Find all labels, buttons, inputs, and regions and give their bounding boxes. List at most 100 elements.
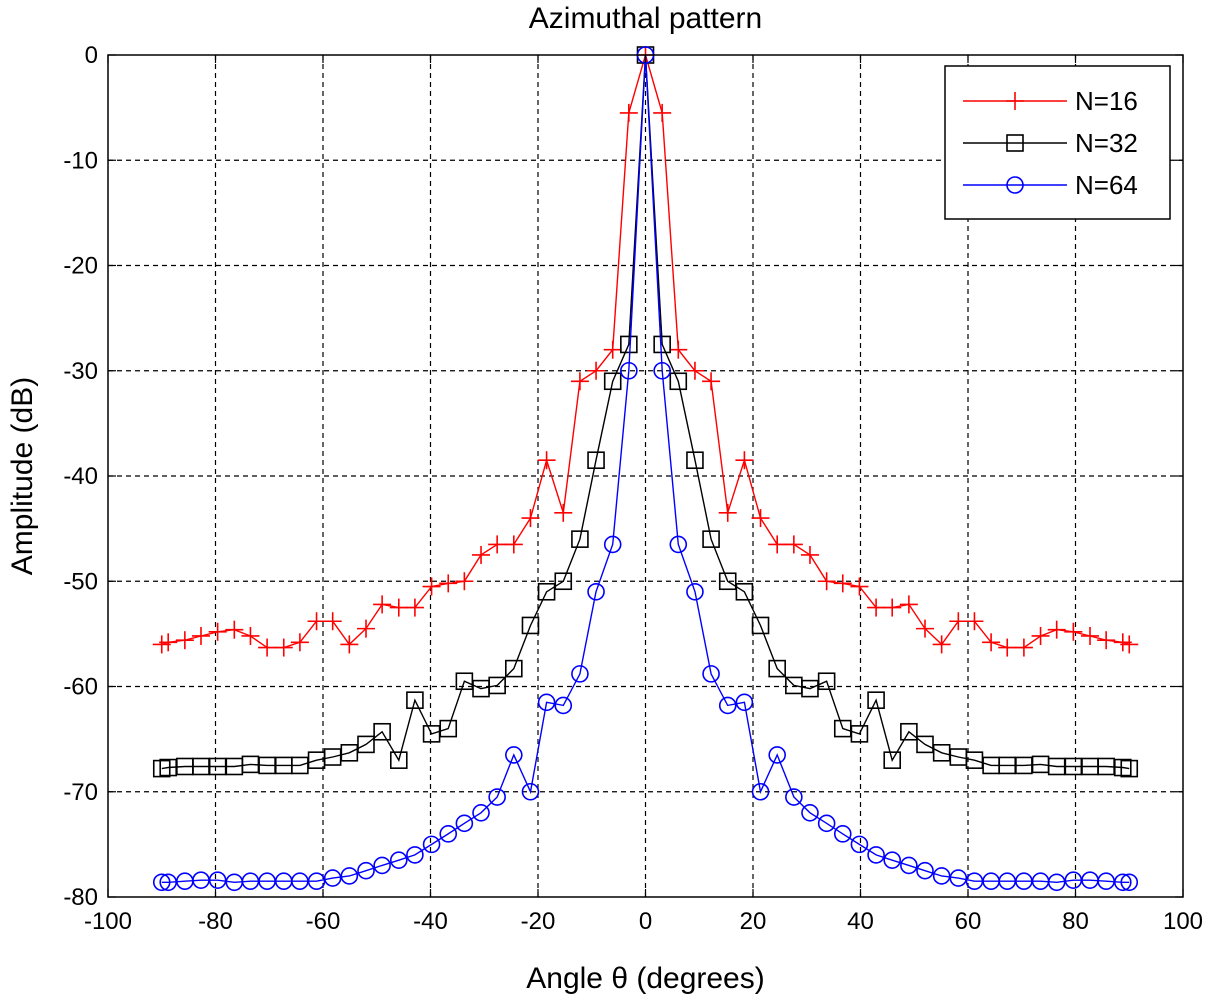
data-point xyxy=(488,676,506,695)
data-point xyxy=(340,635,359,654)
data-point xyxy=(521,509,540,528)
data-point xyxy=(751,616,770,635)
data-point xyxy=(735,451,754,470)
data-point xyxy=(439,825,458,843)
data-point xyxy=(833,825,852,843)
y-tick-label: -50 xyxy=(63,568,98,595)
data-point xyxy=(685,361,704,380)
data-point xyxy=(850,835,869,854)
data-point xyxy=(1120,759,1139,778)
data-point xyxy=(472,803,490,822)
data-point xyxy=(1120,873,1139,892)
data-point xyxy=(702,530,720,548)
data-point xyxy=(422,835,441,854)
data-point xyxy=(274,638,293,657)
data-point xyxy=(571,530,589,548)
data-point xyxy=(258,638,277,657)
data-point xyxy=(800,545,819,564)
data-point xyxy=(850,577,869,596)
data-point xyxy=(472,545,491,564)
data-point xyxy=(488,788,506,806)
data-point xyxy=(900,722,918,741)
data-point xyxy=(817,672,836,691)
data-point xyxy=(406,846,424,864)
data-point xyxy=(669,535,688,554)
data-point xyxy=(521,782,540,801)
x-tick-label: -40 xyxy=(413,908,448,935)
data-point xyxy=(785,788,803,806)
data-point xyxy=(982,633,1001,652)
data-point xyxy=(159,633,178,652)
data-point xyxy=(537,582,556,601)
data-point xyxy=(1064,622,1083,641)
data-point xyxy=(801,803,819,822)
x-tick-label: 0 xyxy=(639,908,652,935)
x-tick-label: 60 xyxy=(955,908,982,935)
x-axis-label: Angle θ (degrees) xyxy=(526,962,764,995)
y-axis-label: Amplitude (dB) xyxy=(6,377,39,575)
data-point xyxy=(504,535,523,554)
data-point xyxy=(686,451,704,470)
data-point xyxy=(751,509,770,528)
y-axis: 0 -10 -20 -30 -40 -50 -60 -70 -80 xyxy=(63,42,1183,911)
x-tick-label: 80 xyxy=(1062,908,1089,935)
x-tick-label: 40 xyxy=(847,908,874,935)
legend-item: N=64 xyxy=(963,170,1138,200)
data-point xyxy=(619,103,638,122)
data-point xyxy=(718,503,737,522)
data-point xyxy=(241,626,260,645)
legend: N=16 N=32 N=64 xyxy=(944,65,1171,220)
data-point xyxy=(323,612,342,631)
data-point xyxy=(389,598,408,617)
data-point xyxy=(571,665,589,683)
data-point xyxy=(702,665,720,683)
x-tick-label: -60 xyxy=(306,908,341,935)
data-point xyxy=(850,725,869,743)
data-point xyxy=(422,577,441,596)
data-point xyxy=(867,691,885,709)
data-point xyxy=(537,693,556,712)
legend-label: N=64 xyxy=(1075,170,1138,200)
data-point xyxy=(340,867,359,885)
legend-label: N=16 xyxy=(1075,86,1138,116)
data-point xyxy=(669,340,688,359)
data-point xyxy=(587,582,605,601)
data-point xyxy=(1120,635,1139,654)
data-point xyxy=(867,598,886,617)
data-point xyxy=(949,612,968,631)
y-tick-label: -10 xyxy=(63,147,98,174)
data-point xyxy=(191,626,210,645)
data-point xyxy=(554,572,573,591)
data-point xyxy=(653,103,672,122)
data-point xyxy=(587,451,605,470)
data-point xyxy=(1081,626,1100,645)
data-point xyxy=(505,659,523,678)
data-point xyxy=(307,612,326,631)
y-tick-label: -30 xyxy=(63,358,98,385)
data-point xyxy=(1047,873,1066,892)
data-point xyxy=(932,867,951,885)
data-point xyxy=(603,340,622,359)
data-point xyxy=(290,633,309,652)
data-point xyxy=(768,659,786,678)
data-point xyxy=(570,372,589,391)
data-point xyxy=(488,535,507,554)
data-point xyxy=(998,638,1017,657)
x-tick-label: -80 xyxy=(198,908,233,935)
data-point xyxy=(554,696,573,715)
data-point xyxy=(554,503,573,522)
data-point xyxy=(389,851,408,869)
x-tick-label: -20 xyxy=(521,908,556,935)
legend-marker xyxy=(1006,176,1024,194)
data-point xyxy=(965,612,984,631)
data-point xyxy=(718,696,737,715)
data-point xyxy=(225,620,244,639)
data-point xyxy=(735,693,754,712)
data-point xyxy=(373,856,391,875)
data-point xyxy=(357,735,375,754)
data-point xyxy=(718,572,737,591)
data-point xyxy=(389,751,408,769)
data-point xyxy=(603,535,622,554)
legend-marker xyxy=(1006,134,1024,152)
